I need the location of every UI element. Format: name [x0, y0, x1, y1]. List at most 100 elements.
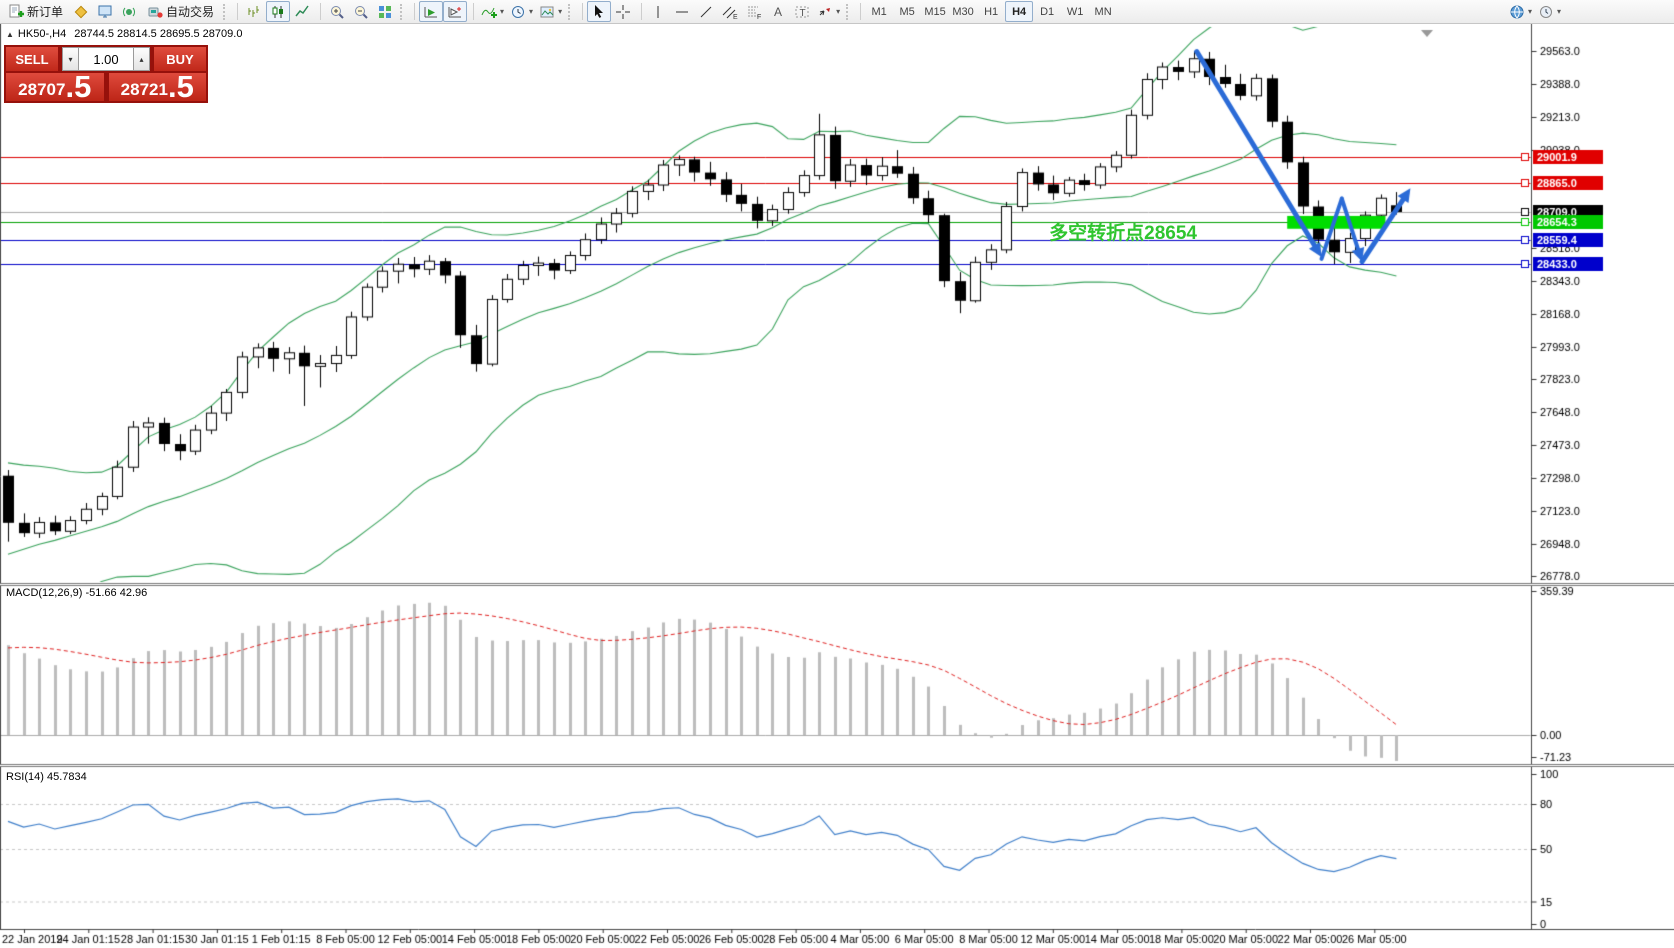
toolbar-right-button-1[interactable]: ▾: [1506, 1, 1535, 22]
tf-button-M5[interactable]: M5: [899, 5, 915, 18]
indicators-icon: [481, 7, 498, 18]
macd-label: MACD(12,26,9) -51.66 42.96: [6, 587, 148, 599]
text-button[interactable]: A: [766, 1, 790, 22]
chart-shift-button[interactable]: [443, 1, 468, 22]
candlestick-chart-button[interactable]: [266, 1, 291, 22]
vertical-line-icon: [657, 5, 659, 18]
buy-price-button[interactable]: 28721.5: [108, 71, 206, 102]
chart-canvas[interactable]: [0, 24, 1674, 948]
horizontal-line-button[interactable]: [670, 1, 694, 22]
svg-text:F: F: [757, 14, 761, 20]
line-chart-button[interactable]: [290, 1, 314, 22]
candlestick-chart-icon: [272, 5, 284, 18]
arrows-icon: [819, 7, 831, 15]
buy-price-main: 28721: [120, 80, 168, 99]
text-icon: A: [774, 5, 782, 19]
bar-chart-button[interactable]: [242, 1, 266, 22]
signals-icon: [123, 7, 135, 16]
periods-button[interactable]: ▾: [507, 1, 536, 22]
line-chart-icon: [295, 5, 309, 16]
zoom-out-icon: [355, 5, 368, 19]
clock-icon: [1539, 5, 1552, 18]
volume-input[interactable]: [79, 47, 133, 71]
tf-button-H1[interactable]: H1: [984, 5, 999, 18]
auto-scroll-icon: [424, 6, 438, 17]
market-watch-button[interactable]: [93, 1, 117, 22]
toolbar-separator: [641, 3, 643, 20]
indicators-button[interactable]: ▾: [478, 1, 507, 22]
tf-button-D1[interactable]: D1: [1040, 5, 1055, 18]
new-order-icon: [9, 4, 24, 17]
fibonacci-button[interactable]: F: [742, 1, 766, 22]
ohlc-values: 28744.5 28814.5 28695.5 28709.0: [74, 28, 243, 40]
equidistant-channel-button[interactable]: E: [718, 1, 742, 22]
chart-shift-icon: [448, 6, 462, 17]
crosshair-button[interactable]: [611, 1, 635, 22]
sell-price-main: 28707: [18, 80, 66, 99]
bar-chart-icon: [248, 5, 260, 17]
tf-button-M1[interactable]: M1: [871, 5, 887, 18]
text-label-icon: T: [795, 6, 809, 19]
toolbar-separator: [320, 3, 322, 20]
templates-icon: [540, 6, 554, 17]
toolbar-grip: [568, 3, 573, 20]
cursor-button[interactable]: [587, 1, 612, 22]
profiles-icon: [74, 5, 88, 18]
tf-button-M30[interactable]: M30: [952, 5, 974, 18]
caret-down-icon: ▾: [836, 6, 841, 16]
tile-windows-button[interactable]: [373, 1, 397, 22]
main-toolbar: 新订单 自动交易: [0, 0, 1674, 24]
toolbar-right-button-2[interactable]: ▾: [1535, 1, 1564, 22]
arrows-button[interactable]: ▾: [814, 1, 843, 22]
vertical-line-button[interactable]: [646, 1, 670, 22]
toolbar-right-group: ▾ ▾: [1506, 1, 1564, 22]
svg-text:A: A: [774, 5, 782, 19]
volume-decrease-button[interactable]: ▾: [62, 47, 79, 71]
tf-button-M15[interactable]: M15: [924, 5, 946, 18]
tile-windows-icon: [379, 5, 392, 18]
tf-button-W1[interactable]: W1: [1066, 5, 1084, 18]
sell-price-frac: .5: [65, 69, 92, 104]
tf-button-H4[interactable]: H4: [1005, 1, 1034, 22]
sell-button[interactable]: SELL: [6, 47, 58, 71]
zoom-in-button[interactable]: [325, 1, 349, 22]
toolbar-grip: [846, 3, 851, 20]
profiles-button[interactable]: [69, 1, 93, 22]
volume-increase-button[interactable]: ▴: [133, 47, 150, 71]
caret-down-icon: ▾: [500, 6, 505, 16]
svg-text:T: T: [800, 8, 806, 19]
collapse-marker-icon[interactable]: ▲: [6, 30, 14, 39]
trendline-icon: [700, 6, 712, 17]
symbol-period-label: HK50-,H4: [17, 28, 67, 40]
globe-icon: [1510, 5, 1524, 18]
periods-icon: [512, 5, 525, 18]
zoom-in-icon: [331, 5, 344, 19]
auto-scroll-button[interactable]: [419, 1, 444, 22]
signals-button[interactable]: [117, 1, 141, 22]
market-watch-icon: [98, 5, 112, 17]
crosshair-icon: [616, 4, 631, 19]
equidistant-channel-icon: E: [722, 6, 738, 20]
rsi-label: RSI(14) 45.7834: [6, 771, 87, 783]
autotrading-icon: [148, 7, 163, 18]
templates-button[interactable]: ▾: [536, 1, 565, 22]
volume-control: ▾ ▴: [62, 47, 150, 71]
one-click-trading-panel: SELL ▾ ▴ BUY 28707.5 28721.5: [4, 45, 208, 103]
zoom-out-button[interactable]: [349, 1, 373, 22]
trendline-button[interactable]: [694, 1, 718, 22]
toolbar-separator: [860, 3, 862, 20]
timeframe-group: M1 M5 M15 M30 H1 H4 D1 W1 MN: [865, 1, 1117, 22]
chart-annotation-text: 多空转折点28654: [1049, 223, 1197, 244]
text-label-button[interactable]: T: [790, 1, 814, 22]
fibonacci-icon: F: [748, 6, 761, 20]
tf-button-MN[interactable]: MN: [1094, 5, 1112, 18]
toolbar-grip: [400, 3, 405, 20]
toolbar-separator: [414, 3, 416, 20]
autotrading-button[interactable]: 自动交易: [141, 1, 220, 22]
horizontal-line-icon: [676, 11, 689, 12]
buy-button[interactable]: BUY: [154, 47, 206, 71]
caret-down-icon: ▾: [558, 6, 563, 16]
autotrading-label: 自动交易: [166, 5, 215, 19]
new-order-button[interactable]: 新订单: [2, 1, 69, 22]
sell-price-button[interactable]: 28707.5: [6, 69, 104, 104]
